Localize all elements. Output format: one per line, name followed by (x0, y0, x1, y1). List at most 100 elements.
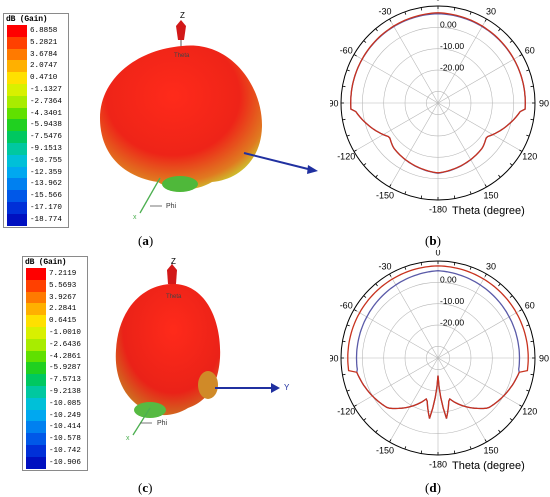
polar-angle-label: -150 (376, 190, 394, 200)
polar-tick (519, 149, 523, 152)
pattern-3d-c: Z Theta Y x Phi (115, 257, 290, 442)
polar-tick (389, 273, 392, 277)
caption-a: (a) (138, 233, 154, 248)
x-axis-mark-a: x (133, 214, 137, 221)
legend-value-c: -10.249 (49, 411, 81, 420)
polar-tick (469, 266, 472, 270)
phi-label-a: Phi (166, 203, 177, 210)
polar-tick (363, 295, 367, 298)
polar-tick (375, 283, 378, 287)
polar-tick (346, 389, 350, 392)
x-axis-line-c (132, 407, 151, 436)
polar-tick (498, 429, 501, 433)
legend-value-c: -9.2138 (49, 388, 81, 396)
legend-value-a: -13.962 (30, 180, 62, 189)
polar-radial-label: 0.00 (440, 275, 457, 285)
polar-spoke (353, 54, 439, 104)
polar-spoke (437, 102, 487, 188)
polar-tick (469, 11, 472, 15)
polar-tick (342, 118, 346, 121)
legend-value-a: -9.1513 (30, 145, 62, 153)
polar-tick (453, 450, 456, 454)
phi-label-c: Phi (157, 420, 168, 427)
legend-swatch-c (26, 433, 46, 446)
legend-value-c: 7.2119 (49, 270, 77, 278)
legend-swatch-c (26, 386, 46, 399)
legend-value-c: -10.414 (49, 423, 81, 432)
polar-angle-label: -60 (340, 46, 353, 56)
polar-tick (526, 389, 530, 392)
polar-angle-label: 90 (539, 354, 549, 364)
legend-value-a: -1.1327 (30, 86, 62, 94)
polar-tick (509, 163, 513, 166)
bottom-lobe-c (134, 402, 166, 418)
polar-angle-label: -120 (337, 152, 355, 162)
legend-value-c: -10.085 (49, 399, 81, 408)
legend-value-a: -4.3401 (30, 109, 62, 118)
polar-spoke (353, 102, 439, 152)
polar-tick (509, 40, 513, 43)
polar-angle-label: 30 (486, 7, 496, 17)
legend-value-c: -10.906 (49, 458, 81, 467)
legend-swatch-a (7, 178, 27, 191)
legend-swatch-a (7, 131, 27, 144)
legend-value-a: 3.6784 (30, 50, 58, 59)
side-lobe-c (198, 371, 218, 399)
legend-swatch-c (26, 350, 46, 364)
legend-value-a: -7.5476 (30, 133, 62, 142)
panel-c: dB (Gain) 7.2119 5.5693 3.9267 2.2841 0.6415… (0, 250, 330, 497)
polar-radial-label: -20.00 (440, 62, 464, 72)
legend-value-a: -18.774 (30, 215, 62, 224)
polar-angle-label: 120 (522, 152, 537, 162)
y-axis-label-c: Y (284, 383, 290, 392)
polar-tick (363, 418, 367, 421)
polar-tick (375, 429, 378, 433)
caption-c-letter: c (142, 480, 149, 495)
polar-tick (526, 134, 530, 137)
polar-tick (498, 283, 501, 287)
legend-swatch-a (7, 119, 27, 132)
polar-tick (404, 191, 407, 195)
polar-spoke (389, 102, 439, 188)
polar-spoke (437, 273, 487, 359)
legend-swatch-a (7, 48, 27, 62)
polar-angle-label: -120 (337, 407, 355, 417)
gain-legend-a: dB (Gain) 6.8858 5.2821 3.6784 2.0747 0.4710… (3, 13, 69, 228)
polar-tick (530, 85, 534, 88)
polar-tick (498, 28, 501, 32)
caption-a-letter: a (142, 233, 149, 248)
legend-swatch-c (26, 268, 46, 281)
polar-angle-label: -60 (340, 301, 353, 311)
polar-angle-label: -30 (378, 262, 391, 272)
polar-trace-primary (347, 265, 529, 419)
polar-plot-d: 0 30 60 90 120 150 -180 -150 -120 -90 -60 -30 0.00 -1… (330, 250, 549, 472)
polar-axis-title: Theta (degree) (452, 460, 525, 472)
legend-swatch-c (26, 303, 46, 316)
polar-tick (519, 54, 523, 57)
polar-tick (526, 69, 530, 72)
polar-tick (353, 149, 357, 152)
polar-angle-label: 120 (522, 407, 537, 417)
polar-tick (469, 191, 472, 195)
polar-tick (342, 340, 346, 343)
bottom-lobe-a (162, 176, 198, 192)
legend-swatch-a (7, 107, 27, 121)
polar-spoke (437, 357, 487, 443)
legend-swatch-a (7, 36, 27, 50)
top-cap-c (167, 264, 177, 284)
legend-value-c: -7.5713 (49, 376, 81, 385)
y-axis-arrowhead-c (271, 383, 280, 393)
polar-plot-b: 0 30 60 90 120 150 -180 -150 -120 -90 -60 -30 0.00 -1… (330, 0, 549, 217)
legend-value-c: 5.5693 (49, 281, 77, 290)
polar-angle-label: 30 (486, 262, 496, 272)
polar-spoke (389, 18, 439, 104)
legend-swatch-a (7, 213, 27, 227)
theta-label-c: Theta (166, 294, 182, 300)
polar-tick (509, 295, 513, 298)
polar-tick (484, 273, 487, 277)
legend-value-a: 0.4710 (30, 74, 58, 83)
caption-b: (b) (425, 233, 441, 248)
polar-spoke (437, 18, 487, 104)
legend-swatch-c (26, 291, 46, 305)
polar-tick (530, 118, 534, 121)
